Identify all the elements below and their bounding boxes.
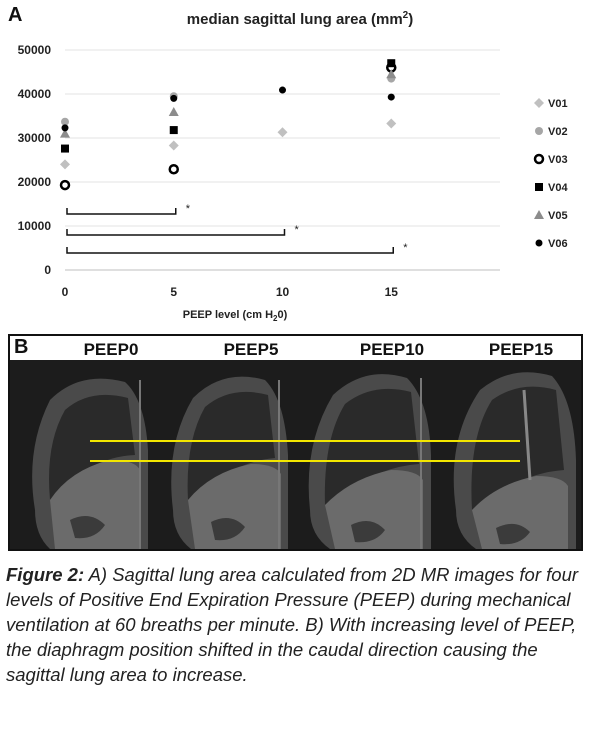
data-point-v05 (168, 107, 179, 117)
data-point-v03 (59, 179, 71, 191)
label-peep5: PEEP5 (223, 340, 279, 359)
yellow-guide-line-upper (90, 440, 520, 442)
significance-bracket (66, 208, 177, 215)
legend-marker-v02 (535, 127, 543, 135)
data-point-v06 (279, 86, 286, 94)
label-peep0: PEEP0 (83, 340, 139, 359)
y-tick-label: 0 (44, 263, 51, 277)
significance-bracket (66, 247, 394, 254)
label-peep10: PEEP10 (359, 340, 425, 359)
figure-caption: Figure 2: A) Sagittal lung area calculat… (6, 562, 596, 687)
legend-label-v03: V03 (548, 154, 568, 166)
data-point-v05 (386, 69, 397, 79)
data-point-v06 (170, 94, 178, 102)
data-point-v02 (61, 117, 69, 126)
x-axis-label: PEEP level (cm H20) (182, 309, 288, 324)
mri-image-strip (10, 360, 581, 549)
legend-label-v06: V06 (548, 238, 568, 250)
legend-marker-v03 (533, 153, 545, 165)
label-peep15: PEEP15 (488, 340, 554, 359)
data-point-v03 (168, 163, 179, 175)
figure-label: Figure 2: (6, 564, 85, 585)
panel-b-letter: B (14, 336, 29, 358)
data-point-v01 (277, 127, 288, 138)
data-point-v04 (61, 144, 69, 153)
legend-marker-v01 (534, 98, 544, 108)
data-point-v06 (387, 93, 395, 101)
caption-text: A) Sagittal lung area calculated from 2D… (6, 564, 579, 685)
x-tick-label: 5 (170, 285, 177, 299)
yellow-guide-line-lower (90, 460, 520, 462)
data-point-v01 (168, 140, 179, 151)
data-point-v01 (60, 159, 70, 170)
data-point-v04 (169, 126, 178, 135)
y-tick-label: 20000 (18, 175, 52, 189)
legend-label-v01: V01 (548, 98, 568, 110)
chart-title: median sagittal lung area (mm2) (186, 10, 414, 28)
legend-marker-v05 (534, 210, 544, 219)
significance-asterisk: * (186, 203, 191, 215)
data-point-v04 (387, 59, 396, 68)
y-tick-label: 30000 (18, 131, 52, 145)
legend-label-v02: V02 (548, 126, 568, 138)
mri-image-peep0 (10, 360, 153, 549)
legend-marker-v06 (535, 239, 543, 247)
scatter-chart: 0 10000 20000 30000 40000 50000 0 5 10 15 * * * V01 V0… (18, 43, 569, 299)
mri-image-peep10 (295, 360, 438, 549)
legend-marker-v04 (535, 183, 543, 191)
legend-label-v05: V05 (548, 210, 568, 222)
significance-bracket (66, 229, 286, 236)
panel-a-letter: A (8, 4, 23, 26)
data-point-v06 (61, 124, 69, 132)
data-point-v05 (60, 128, 70, 138)
x-tick-label: 10 (276, 285, 290, 299)
mri-image-peep15 (438, 360, 581, 549)
panel-b: B PEEP0 PEEP5 PEEP10 PEEP15 (8, 334, 583, 551)
legend-label-v04: V04 (548, 182, 568, 194)
y-tick-label: 50000 (18, 43, 52, 57)
significance-asterisk: * (295, 224, 300, 236)
x-tick-label: 15 (385, 285, 399, 299)
y-tick-label: 10000 (18, 219, 52, 233)
panel-a: A median sagittal lung area (mm2) 0 10000… (0, 0, 600, 330)
y-tick-label: 40000 (18, 87, 52, 101)
mri-image-peep5 (153, 360, 295, 549)
x-tick-label: 0 (62, 285, 69, 299)
significance-asterisk: * (403, 242, 408, 254)
data-point-v01 (386, 118, 397, 129)
